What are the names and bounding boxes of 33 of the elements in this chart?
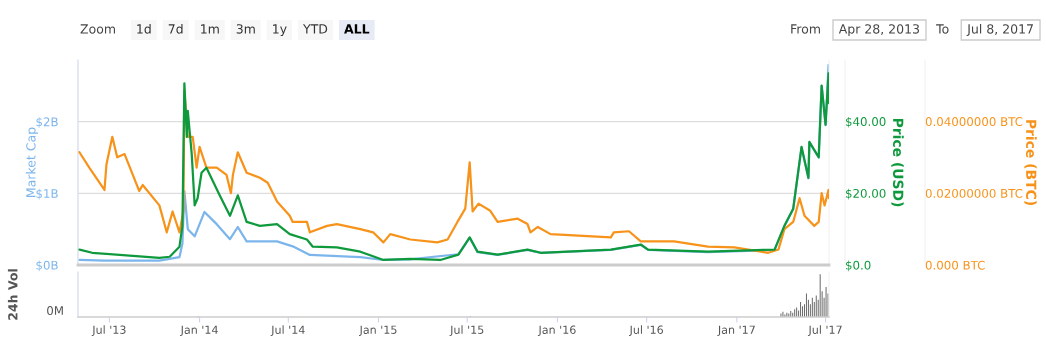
x-tick-label: Jul '15 (449, 325, 484, 336)
x-tick-label: Jan '15 (359, 325, 397, 336)
text: To (936, 24, 949, 34)
y2-tick-label: $0.0 (845, 260, 871, 272)
text: 1y (273, 24, 287, 37)
text: From (791, 24, 820, 34)
x-tick-label: Jul '14 (270, 325, 305, 336)
x-tick-label: Jan '16 (537, 325, 576, 336)
x-tick-label: Jul '16 (629, 325, 664, 336)
x-tick-label: Jul '13 (91, 325, 126, 336)
text: ALL (344, 24, 370, 34)
text: 0M (47, 306, 63, 316)
y2-tick-label: $20.00 (845, 188, 886, 200)
text: 7d (168, 23, 183, 34)
text: Zoom (80, 24, 115, 34)
y-tick-label: $0B (36, 260, 58, 272)
text: 3m (236, 24, 255, 34)
y3-axis-title: Price (BTC) (1024, 120, 1037, 205)
y2-axis-title: Price (USD) (891, 118, 904, 207)
text: Jul 8, 2017 (966, 23, 1033, 36)
text: 1m (201, 24, 219, 34)
text: YTD (302, 24, 328, 34)
x-tick-label: Jul '17 (807, 325, 842, 336)
x-tick-label: Jan '17 (717, 325, 755, 336)
y3-tick-label: 0.04000000 BTC (925, 117, 1023, 127)
y3-tick-label: 0.02000000 BTC (925, 188, 1023, 198)
y-axis-title: 24h Vol (7, 269, 18, 320)
y-tick-label: $2B (36, 117, 58, 128)
text: Apr 28, 2013 (838, 24, 919, 37)
y2-tick-label: $40.00 (845, 116, 886, 128)
text: 1d (137, 23, 151, 34)
x-tick-label: Jan '14 (180, 325, 218, 336)
y3-tick-label: 0.000 BTC (925, 260, 985, 270)
